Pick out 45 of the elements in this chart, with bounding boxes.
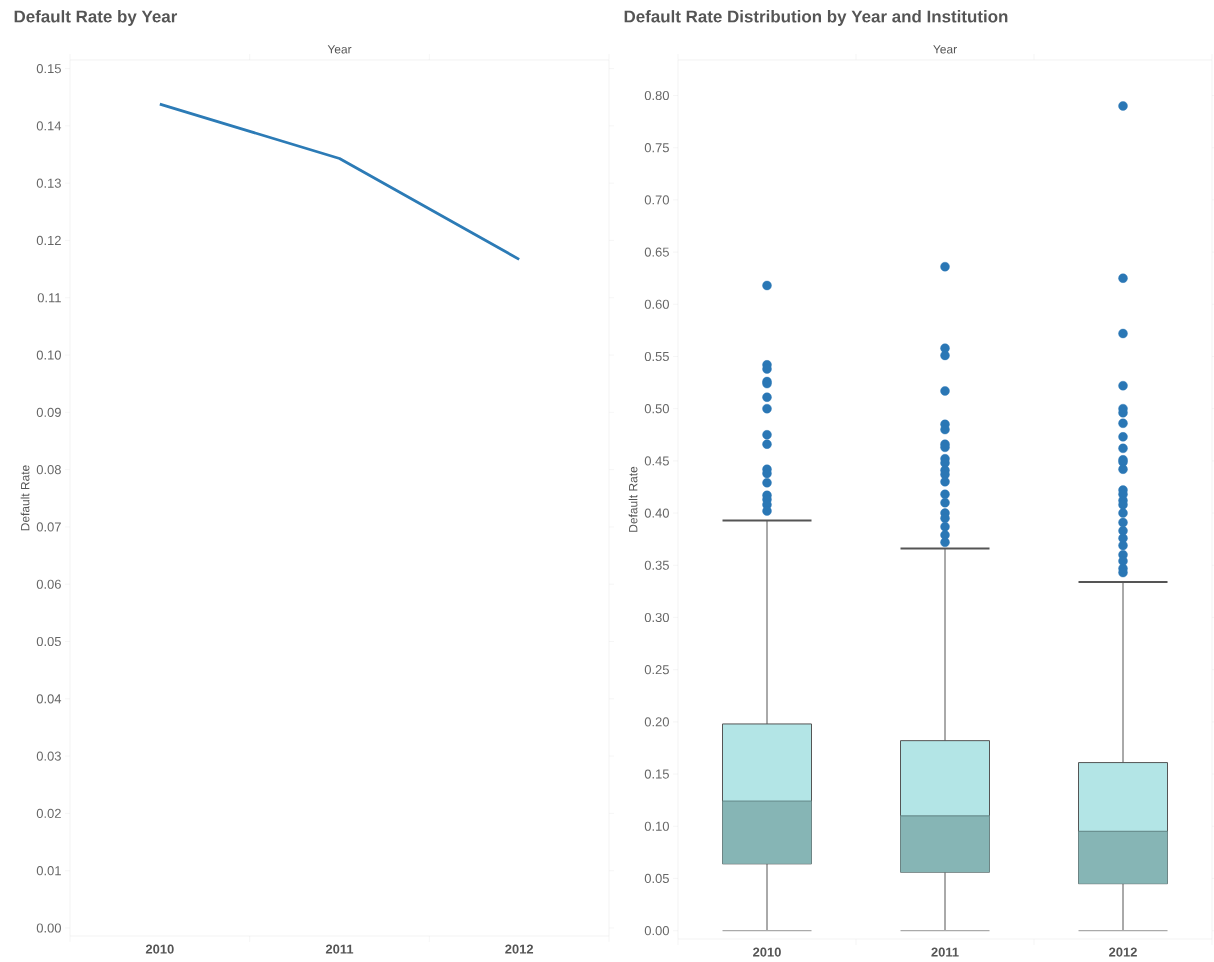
- y-tick-label: 0.45: [644, 456, 669, 466]
- y-tick-label: 0.55: [644, 351, 669, 362]
- y-tick-label: 0.12: [36, 235, 61, 246]
- y-tick-label: 0.04: [36, 694, 62, 704]
- y-tick-label: 0.20: [644, 717, 669, 727]
- x-tick-label: 2011: [325, 944, 354, 954]
- x-tick-label: 2011: [931, 947, 959, 957]
- y-axis-title: Default Rate: [628, 466, 638, 532]
- chart-title: Default Rate Distribution by Year and Institution: [624, 10, 1008, 26]
- y-tick-label: 0.75: [644, 143, 669, 153]
- y-tick-label: 0.00: [644, 926, 669, 936]
- y-tick-label: 0.00: [36, 923, 61, 933]
- y-tick-label: 0.14: [36, 121, 62, 131]
- y-tick-label: 0.35: [644, 560, 669, 570]
- y-tick-label: 0.02: [36, 808, 61, 818]
- y-tick-label: 0.06: [36, 579, 61, 589]
- y-tick-label: 0.10: [644, 821, 669, 831]
- x-tick-label: 2012: [1109, 947, 1137, 957]
- y-tick-label: 0.30: [644, 612, 669, 623]
- x-axis-title: Year: [327, 45, 352, 54]
- y-tick-label: 0.60: [644, 299, 669, 309]
- y-tick-label: 0.15: [644, 769, 669, 779]
- y-tick-label: 0.15: [36, 64, 61, 74]
- y-tick-label: 0.50: [644, 404, 669, 414]
- y-tick-label: 0.05: [644, 873, 669, 884]
- y-tick-label: 0.05: [36, 636, 61, 647]
- y-tick-label: 0.25: [644, 665, 669, 675]
- chart-title: Default Rate by Year: [14, 10, 178, 26]
- y-tick-label: 0.40: [644, 508, 669, 518]
- y-tick-label: 0.70: [644, 195, 669, 205]
- y-tick-label: 0.01: [36, 866, 61, 876]
- y-tick-label: 0.03: [36, 751, 61, 761]
- x-tick-label: 2010: [145, 944, 174, 954]
- y-tick-label: 0.10: [36, 350, 61, 360]
- y-tick-label: 0.08: [36, 465, 61, 475]
- y-tick-label: 0.65: [644, 247, 669, 257]
- y-tick-label: 0.80: [644, 90, 669, 101]
- y-axis-title: Default Rate: [20, 465, 30, 531]
- y-tick-label: 0.09: [36, 407, 61, 417]
- x-tick-label: 2010: [753, 947, 781, 957]
- y-tick-label: 0.07: [36, 522, 61, 532]
- x-axis-title: Year: [933, 45, 957, 54]
- x-tick-label: 2012: [505, 944, 534, 954]
- y-tick-label: 0.13: [36, 178, 61, 188]
- y-tick-label: 0.11: [37, 293, 61, 303]
